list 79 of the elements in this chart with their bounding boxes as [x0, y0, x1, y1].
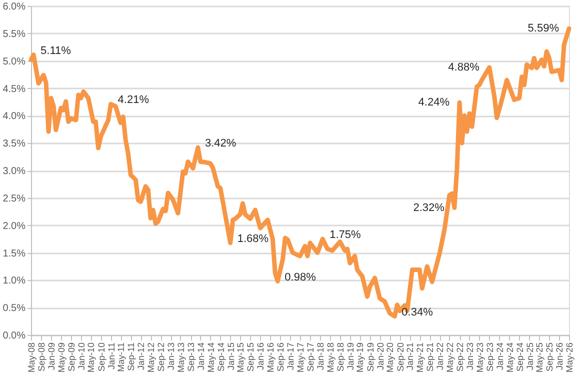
- x-tick-label: Sep-23: [484, 342, 495, 372]
- y-tick-label: 2.5%: [2, 193, 26, 204]
- x-tick-label: Jan-15: [226, 342, 236, 370]
- x-tick-label: Sep-08: [36, 342, 47, 372]
- annotation: 5.59%: [528, 22, 560, 34]
- y-tick-label: 5.0%: [2, 56, 26, 68]
- x-tick-label: May-19: [355, 342, 366, 373]
- x-tick-label: May-23: [474, 342, 485, 373]
- x-tick-label: Sep-21: [425, 342, 436, 372]
- x-tick-label: Jan-23: [464, 342, 475, 370]
- x-tick-label: Jan-13: [166, 342, 176, 370]
- annotation: 0.98%: [284, 271, 316, 284]
- x-tick-label: Sep-13: [186, 342, 196, 372]
- x-tick-label: Jan-21: [405, 342, 416, 370]
- x-tick-label: Sep-24: [514, 342, 525, 372]
- x-tick-label: Sep-22: [455, 342, 465, 372]
- y-tick-label: 5.5%: [2, 28, 26, 40]
- x-tick-label: Jan-16: [256, 342, 266, 370]
- x-tick-label: Jan-09: [46, 342, 57, 370]
- x-tick-label: May-16: [266, 342, 276, 373]
- annotation: 3.42%: [204, 137, 236, 150]
- x-tick-label: May-14: [206, 342, 216, 373]
- x-tick-label: May-15: [236, 342, 246, 373]
- x-tick-label: May-09: [56, 342, 66, 373]
- y-tick-label: 3.0%: [2, 166, 26, 177]
- x-tick-label: Sep-11: [126, 342, 136, 371]
- x-tick-label: May-24: [504, 342, 515, 373]
- x-tick-label: May-20: [385, 342, 396, 373]
- y-tick-label: 6.0%: [2, 2, 26, 12]
- x-tick-label: Sep-12: [156, 342, 166, 372]
- x-tick-label: Sep-15: [246, 342, 256, 372]
- x-tick-label: May-26: [564, 342, 574, 373]
- annotation: 5.11%: [40, 44, 72, 57]
- x-tick-label: Sep-25: [544, 342, 555, 372]
- x-tick-label: Sep-20: [395, 342, 406, 372]
- annotation: 0.34%: [402, 306, 434, 318]
- y-tick-label: 4.0%: [2, 111, 26, 122]
- x-tick-label: Jan-10: [76, 342, 86, 370]
- x-tick-label: Sep-19: [365, 342, 376, 372]
- x-tick-label: May-10: [86, 342, 96, 373]
- annotation: 1.75%: [330, 229, 361, 242]
- x-tick-label: Jan-11: [106, 342, 116, 370]
- annotation: 1.68%: [237, 232, 269, 245]
- x-tick-label: May-21: [415, 342, 426, 373]
- x-tick-label: May-17: [296, 342, 306, 373]
- x-tick-label: May-18: [325, 342, 336, 373]
- y-tick-label: 2.0%: [2, 220, 26, 232]
- y-tick-label: 1.0%: [2, 276, 26, 287]
- x-tick-label: May-12: [146, 342, 156, 373]
- y-tick-label: 3.5%: [2, 138, 26, 150]
- y-tick-label: 4.5%: [2, 84, 26, 95]
- annotation: 4.88%: [448, 61, 480, 74]
- x-tick-label: Sep-09: [66, 342, 76, 372]
- x-tick-label: Jan-12: [136, 342, 146, 370]
- x-tick-label: Jan-20: [375, 342, 386, 370]
- x-tick-label: Jan-17: [286, 342, 296, 370]
- x-tick-label: Jan-22: [435, 342, 446, 370]
- x-tick-label: Jan-19: [345, 342, 356, 370]
- x-tick-label: Sep-14: [216, 342, 226, 372]
- x-tick-label: Sep-16: [276, 342, 286, 372]
- x-tick-label: May-13: [176, 342, 186, 373]
- annotation: 2.32%: [413, 202, 445, 214]
- x-tick-label: Sep-10: [96, 342, 106, 372]
- x-tick-label: May-22: [444, 342, 455, 373]
- y-tick-label: 0.5%: [2, 303, 26, 314]
- x-tick-label: Sep-18: [335, 342, 346, 372]
- y-tick-label: 0.0%: [2, 330, 26, 342]
- x-tick-label: May-08: [26, 342, 36, 373]
- annotation: 4.21%: [118, 94, 150, 106]
- x-tick-label: May-11: [116, 342, 126, 372]
- y-tick-label: 1.5%: [2, 248, 26, 260]
- annotation: 4.24%: [418, 96, 450, 109]
- x-tick-label: Jan-18: [316, 342, 326, 370]
- x-tick-label: Jan-25: [524, 342, 535, 370]
- x-tick-label: Sep-17: [306, 342, 316, 372]
- x-tick-label: May-25: [534, 342, 545, 373]
- x-tick-label: Jan-14: [196, 342, 206, 370]
- x-tick-label: Jan-24: [494, 342, 505, 370]
- x-tick-label: Jan-26: [554, 342, 565, 370]
